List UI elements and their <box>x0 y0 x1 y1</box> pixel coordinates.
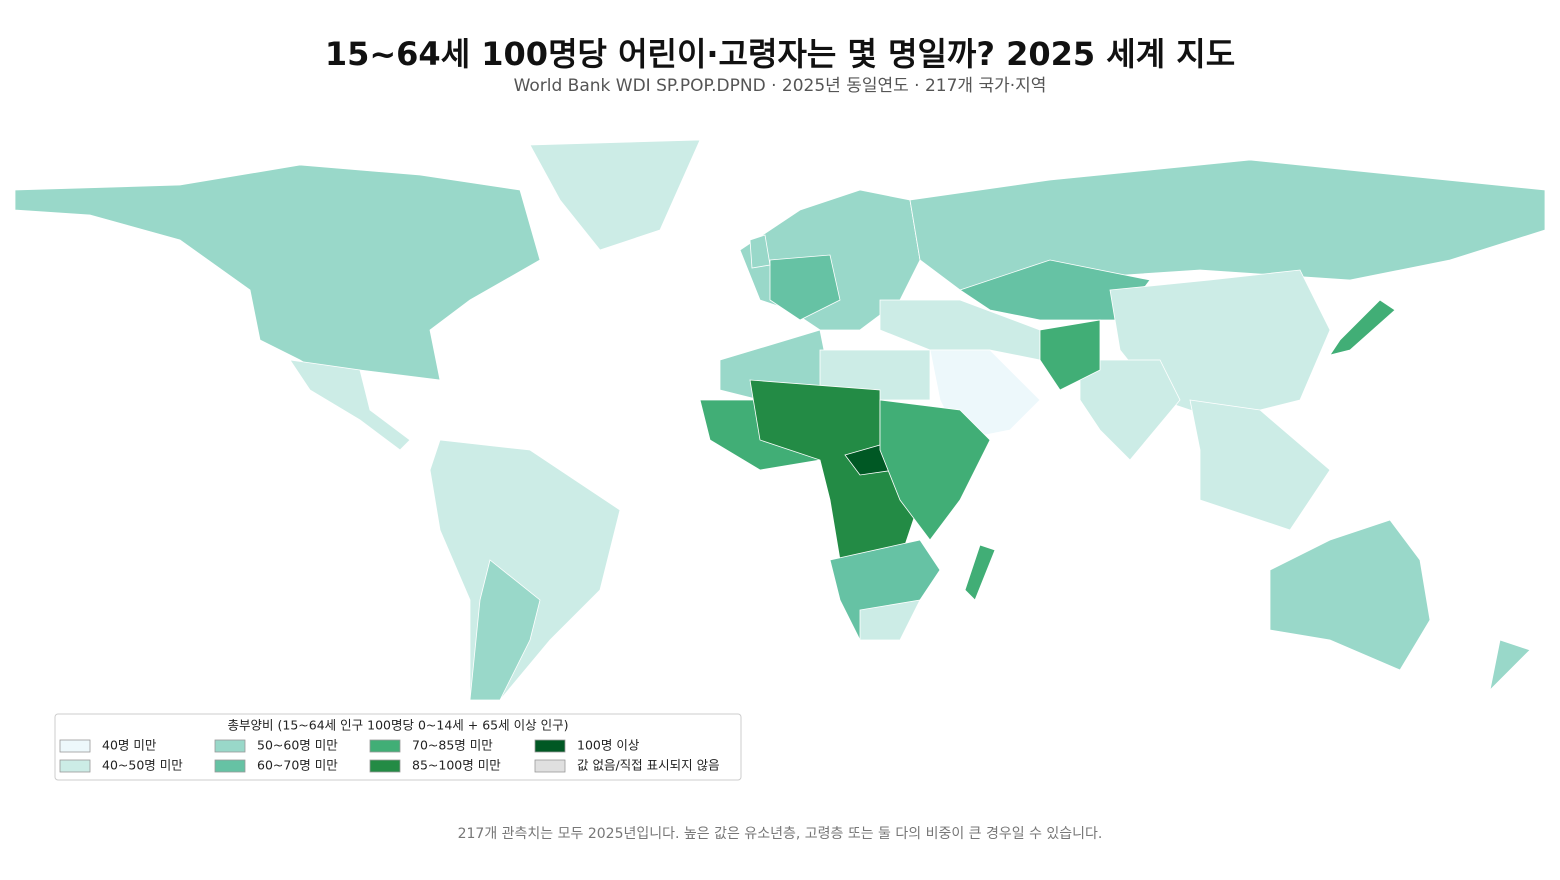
region <box>529 139 701 251</box>
legend-swatch <box>534 759 566 773</box>
legend: 총부양비 (15~64세 인구 100명당 0~14세 + 65세 이상 인구)… <box>54 713 742 781</box>
world-map <box>14 139 1546 701</box>
legend-label: 70~85명 미만 <box>412 738 493 753</box>
legend-label: 60~70명 미만 <box>257 758 338 773</box>
legend-swatch <box>534 739 566 753</box>
region <box>879 299 1041 361</box>
legend-swatch <box>369 759 401 773</box>
footnote: 217개 관측치는 모두 2025년입니다. 높은 값은 유소년층, 고령층 또… <box>458 826 1103 842</box>
subtitle: World Bank WDI SP.POP.DPND · 2025년 동일연도 … <box>514 76 1047 96</box>
region <box>1269 519 1431 671</box>
legend-items: 40명 미만 40~50명 미만 50~60명 미만 60~70명 미만 70~85명 … <box>59 738 720 773</box>
region <box>289 359 411 451</box>
region <box>429 439 621 701</box>
legend-swatch <box>59 739 91 753</box>
region <box>964 544 996 601</box>
legend-label: 40~50명 미만 <box>102 758 183 773</box>
region <box>769 254 841 321</box>
legend-label: 85~100명 미만 <box>412 758 501 773</box>
legend-label: 40명 미만 <box>102 738 157 753</box>
region <box>469 559 541 701</box>
region <box>749 234 771 269</box>
legend-swatch <box>214 759 246 773</box>
legend-swatch <box>369 739 401 753</box>
region <box>1489 639 1531 692</box>
legend-swatch <box>59 759 91 773</box>
legend-title: 총부양비 (15~64세 인구 100명당 0~14세 + 65세 이상 인구) <box>228 718 569 733</box>
region <box>1189 399 1331 531</box>
region <box>1329 299 1396 356</box>
region <box>879 399 991 541</box>
legend-label: 100명 이상 <box>577 738 640 753</box>
legend-label: 값 없음/직접 표시되지 않음 <box>577 758 720 773</box>
region <box>909 159 1546 291</box>
title: 15~64세 100명당 어린이·고령자는 몇 명일까? 2025 세계 지도 <box>325 35 1235 73</box>
region <box>14 164 541 386</box>
legend-label: 50~60명 미만 <box>257 738 338 753</box>
legend-swatch <box>214 739 246 753</box>
region <box>859 599 921 641</box>
region <box>1079 359 1181 461</box>
region <box>1039 319 1101 391</box>
